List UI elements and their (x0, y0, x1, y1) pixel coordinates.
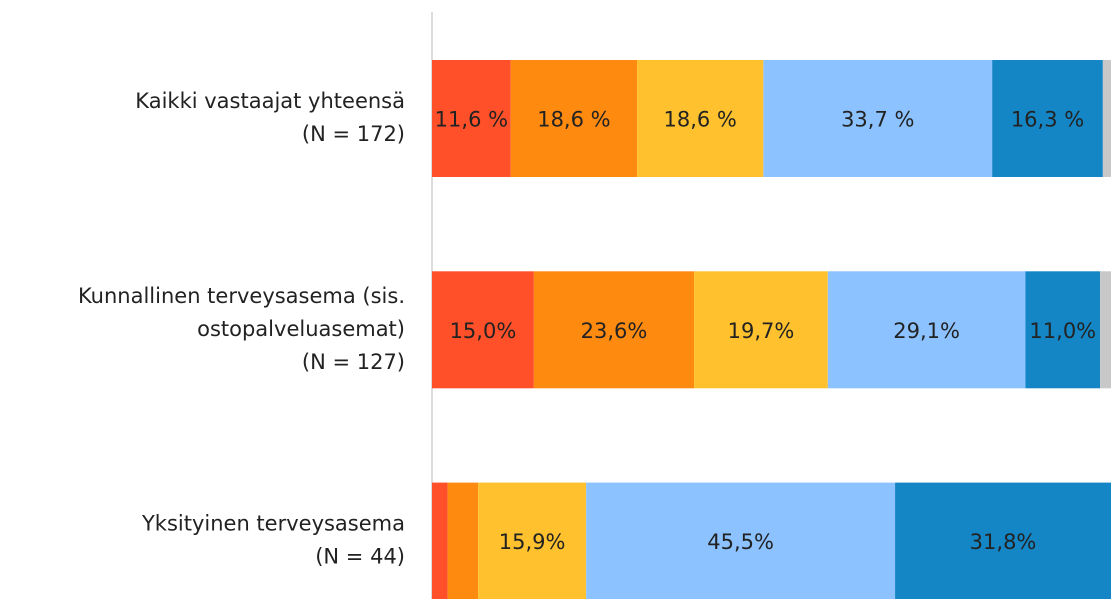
value-label: 18,6 % (537, 108, 610, 132)
bar-segment (1100, 271, 1111, 389)
value-label: 31,8% (970, 530, 1037, 554)
category-label: (N = 127) (302, 350, 405, 374)
category-label: ostopalveluasemat) (197, 317, 405, 341)
bar-segment (432, 482, 448, 599)
bar-segment (637, 60, 764, 177)
category-label: (N = 44) (315, 545, 405, 569)
value-label: 15,9% (499, 530, 566, 554)
bar-segment (586, 482, 896, 599)
bar-segment (827, 271, 1026, 389)
bar-segment (1102, 60, 1111, 177)
category-label: Yksityinen terveysasema (141, 512, 405, 536)
bar-segment (533, 271, 695, 389)
bar-segment (432, 271, 534, 389)
value-label: 16,3 % (1011, 108, 1084, 132)
bar-segment (447, 482, 479, 599)
value-label: 45,5% (707, 530, 774, 554)
bar-segment (478, 482, 587, 599)
bar-segment (992, 60, 1103, 177)
bar-segment (694, 271, 828, 389)
value-label: 19,7% (728, 319, 795, 343)
bar-segment (895, 482, 1111, 599)
category-label: Kunnallinen terveysasema (sis. (78, 284, 405, 308)
value-label: 33,7 % (841, 108, 914, 132)
category-label: (N = 172) (302, 122, 405, 146)
bar-segment (1025, 271, 1101, 389)
value-label: 11,0% (1029, 319, 1096, 343)
value-label: 11,6 % (435, 108, 508, 132)
value-label: 18,6 % (664, 108, 737, 132)
category-label: Kaikki vastaajat yhteensä (135, 89, 405, 113)
value-label: 29,1% (893, 319, 960, 343)
value-label: 15,0% (450, 319, 517, 343)
bar-segment (763, 60, 993, 177)
bar-segment (510, 60, 638, 177)
bar-segment (432, 60, 511, 177)
value-label: 23,6% (581, 319, 648, 343)
